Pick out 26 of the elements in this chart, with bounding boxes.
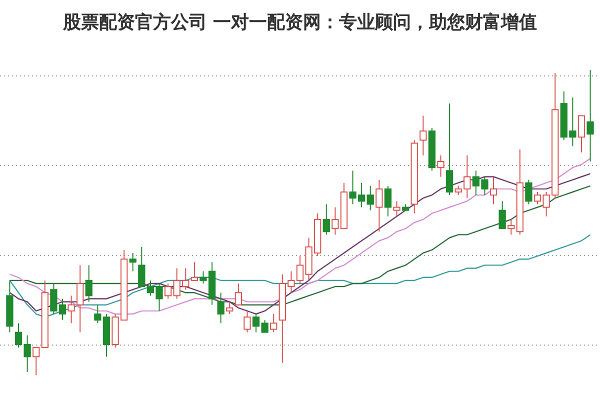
candlestick — [270, 314, 278, 333]
candlestick — [498, 200, 506, 230]
chart-title: 股票配资官方公司 一对一配资网：专业顾问，助您财富增值 — [62, 12, 538, 33]
candlestick — [244, 310, 251, 333]
candlestick — [508, 218, 515, 236]
candlestick — [393, 200, 400, 217]
candlestick — [138, 246, 146, 288]
candlestick — [490, 176, 498, 205]
candlestick — [226, 301, 234, 314]
candlestick — [437, 154, 444, 178]
candlestick — [384, 185, 392, 217]
candlestick — [234, 283, 242, 306]
candlestick — [376, 179, 383, 232]
candlestick — [578, 115, 586, 153]
candlestick — [85, 264, 92, 302]
candlestick — [525, 179, 532, 205]
candlestick — [164, 283, 172, 300]
candlestick — [586, 70, 594, 162]
candlestick — [446, 103, 454, 196]
candlestick — [420, 115, 427, 156]
candlestick — [322, 204, 330, 236]
candlestick — [129, 252, 136, 272]
candlestick — [366, 185, 374, 211]
candlestick — [190, 262, 198, 281]
candlestick — [32, 347, 40, 376]
candlestick — [217, 292, 224, 324]
